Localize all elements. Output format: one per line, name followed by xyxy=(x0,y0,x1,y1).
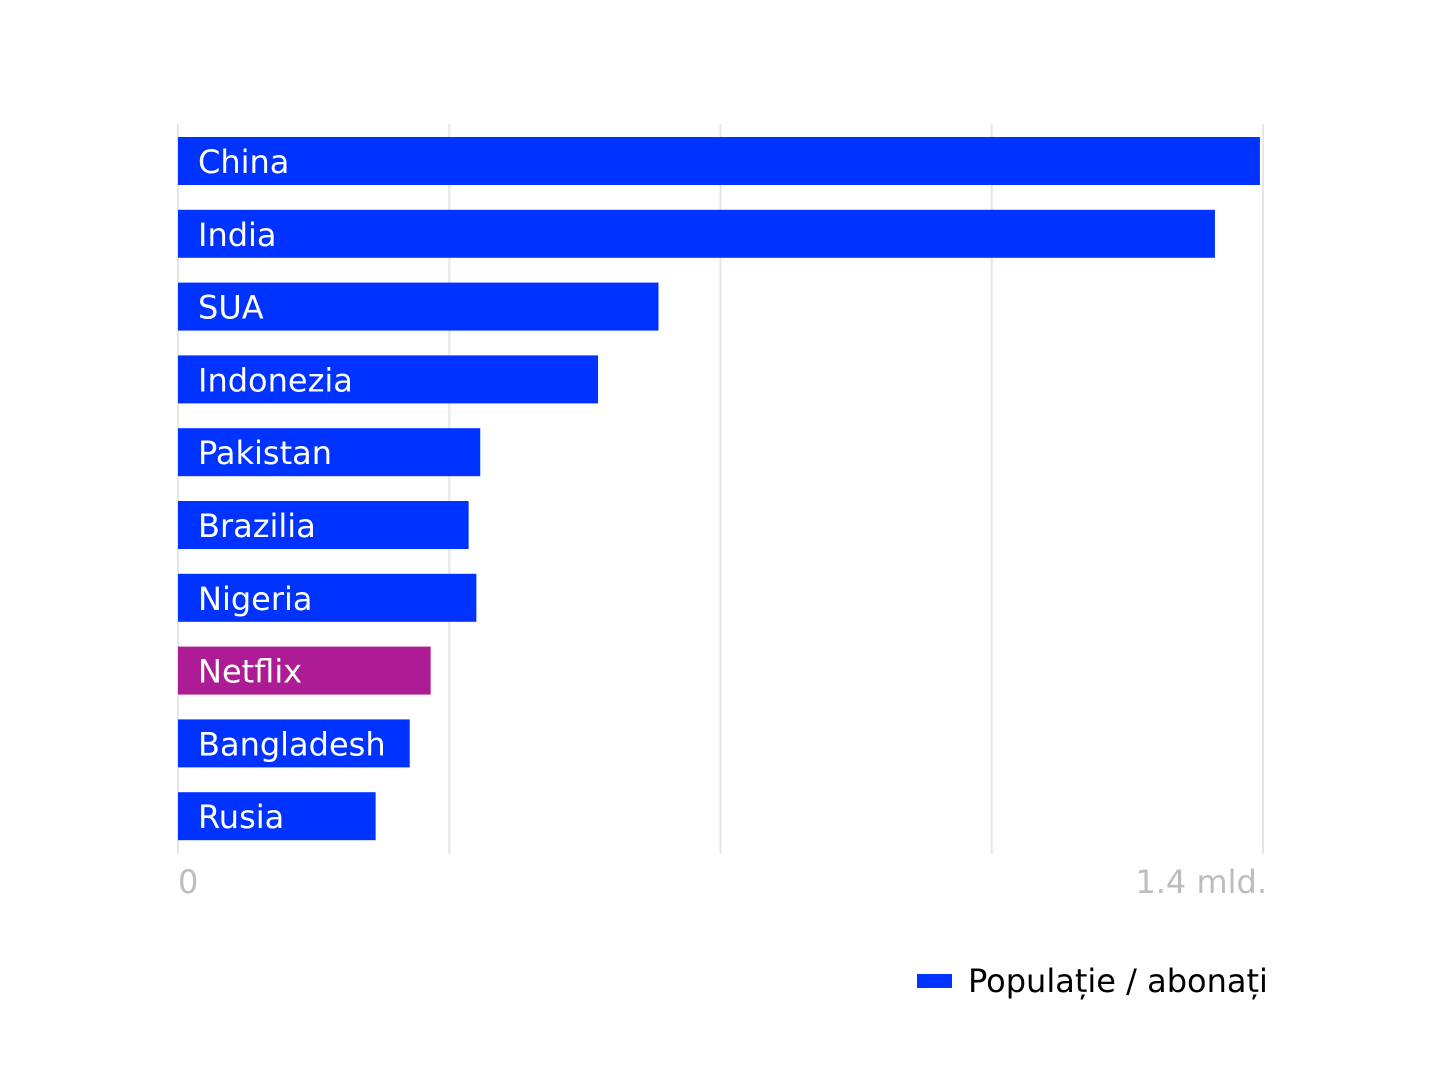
bar-label: Bangladesh xyxy=(198,725,386,763)
bar-indonezia xyxy=(178,355,599,404)
bar-label: Netflix xyxy=(198,653,302,691)
bar-netflix xyxy=(178,646,431,695)
bar-label: Rusia xyxy=(198,798,284,836)
bar-rusia xyxy=(178,792,376,841)
bar-label: China xyxy=(198,143,289,181)
legend-swatch xyxy=(917,974,952,988)
bar-label: India xyxy=(198,216,277,254)
legend-label: Populație / abonați xyxy=(968,962,1268,1000)
bar-bangladesh xyxy=(178,719,410,768)
bar-brazilia xyxy=(178,501,469,549)
bar-label: Pakistan xyxy=(198,434,332,472)
bar-label: SUA xyxy=(198,289,264,327)
bar-india xyxy=(178,209,1215,258)
bar-china xyxy=(178,137,1260,185)
x-tick-label: 0 xyxy=(178,863,198,901)
x-tick-label: 1.4 mld. xyxy=(1135,863,1267,901)
bar-sua xyxy=(178,282,659,331)
bar-label: Nigeria xyxy=(198,580,312,618)
bar-label: Indonezia xyxy=(198,361,353,399)
legend: Populație / abonați xyxy=(917,962,1268,1000)
bar-pakistan xyxy=(178,428,481,477)
bar-nigeria xyxy=(178,573,477,622)
bar-label: Brazilia xyxy=(198,507,316,545)
